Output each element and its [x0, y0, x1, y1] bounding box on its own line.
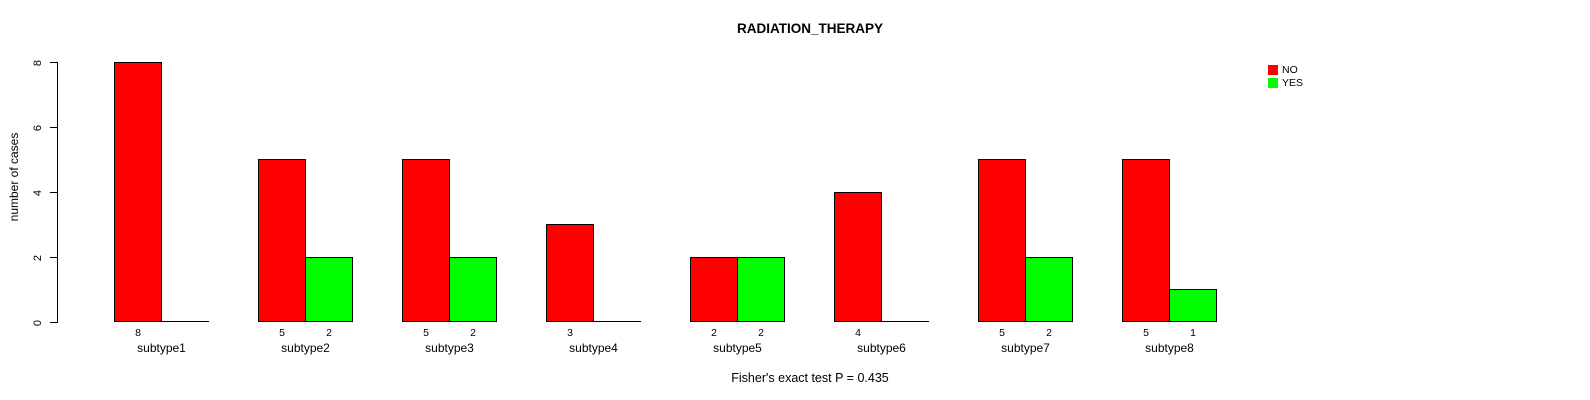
bar-no-subtype2	[258, 159, 306, 322]
legend: NO YES	[1268, 64, 1303, 90]
zero-bar-yes-subtype6	[881, 321, 929, 322]
y-tick-label: 6	[32, 124, 44, 131]
y-tick-mark	[50, 257, 57, 258]
legend-swatch-yes	[1268, 78, 1278, 88]
chart-title: RADIATION_THERAPY	[736, 21, 884, 36]
bar-value-label: 2	[470, 327, 476, 339]
bar-no-subtype4	[546, 224, 594, 322]
bar-no-subtype3	[402, 159, 450, 322]
category-label-subtype1: subtype1	[137, 341, 186, 355]
bar-value-label: 1	[1190, 327, 1196, 339]
bar-yes-subtype7	[1025, 257, 1073, 322]
bar-value-label: 2	[1046, 327, 1052, 339]
bar-yes-subtype5	[737, 257, 785, 322]
legend-row-yes: YES	[1268, 77, 1303, 89]
y-tick-mark	[50, 192, 57, 193]
legend-label: NO	[1282, 64, 1298, 76]
bar-no-subtype6	[834, 192, 882, 322]
zero-bar-yes-subtype4	[593, 321, 641, 322]
legend-label: YES	[1282, 77, 1304, 89]
category-label-subtype2: subtype2	[281, 341, 330, 355]
bar-value-label: 5	[1143, 327, 1149, 339]
bar-yes-subtype8	[1169, 289, 1217, 322]
bar-value-label: 5	[423, 327, 429, 339]
bar-no-subtype1	[114, 62, 162, 322]
bar-value-label: 2	[711, 327, 717, 339]
bar-no-subtype5	[690, 257, 738, 322]
category-label-subtype8: subtype8	[1145, 341, 1194, 355]
bar-yes-subtype3	[449, 257, 497, 322]
y-tick-label: 4	[32, 189, 44, 196]
y-tick-label: 0	[32, 319, 44, 326]
legend-swatch-no	[1268, 65, 1278, 75]
zero-bar-yes-subtype1	[161, 321, 209, 322]
bar-no-subtype8	[1122, 159, 1170, 322]
y-tick-mark	[50, 62, 57, 63]
category-label-subtype5: subtype5	[713, 341, 762, 355]
y-tick-mark	[50, 322, 57, 323]
bar-value-label: 5	[279, 327, 285, 339]
bar-value-label: 5	[999, 327, 1005, 339]
legend-row-no: NO	[1268, 64, 1303, 76]
bar-value-label: 3	[567, 327, 573, 339]
category-label-subtype3: subtype3	[425, 341, 474, 355]
y-axis-label: number of cases	[7, 132, 21, 222]
fisher-test-annotation: Fisher's exact test P = 0.435	[731, 371, 889, 385]
bar-yes-subtype2	[305, 257, 353, 322]
y-tick-label: 2	[32, 254, 44, 261]
y-tick-label: 8	[32, 59, 44, 66]
y-axis-line	[57, 62, 58, 323]
category-label-subtype6: subtype6	[857, 341, 906, 355]
bar-no-subtype7	[978, 159, 1026, 322]
y-tick-mark	[50, 127, 57, 128]
bar-value-label: 4	[855, 327, 861, 339]
category-label-subtype4: subtype4	[569, 341, 618, 355]
bar-value-label: 2	[758, 327, 764, 339]
bar-value-label: 2	[326, 327, 332, 339]
bar-value-label: 8	[135, 327, 141, 339]
category-label-subtype7: subtype7	[1001, 341, 1050, 355]
